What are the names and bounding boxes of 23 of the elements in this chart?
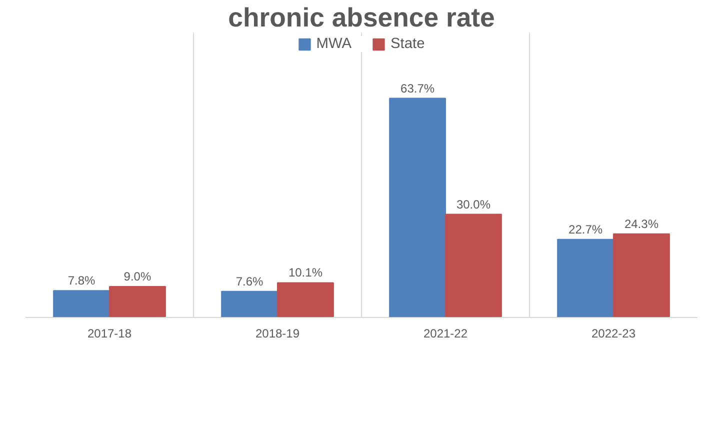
x-tick-label: 2022-23 [591,326,636,340]
bar [445,214,502,318]
chart-title: chronic absence rate [228,2,495,32]
bar [613,233,670,318]
data-label: 22.7% [568,222,603,236]
bar [557,238,614,318]
bar [277,282,334,318]
bar [53,290,110,318]
data-label: 30.0% [456,197,491,212]
x-tick-label: 2021-22 [423,326,468,340]
data-label: 7.8% [68,274,96,288]
x-tick-label: 2018-19 [255,326,300,340]
legend-label: State [390,36,425,52]
bar [221,290,278,318]
data-label: 24.3% [624,216,659,231]
legend-label: MWA [316,36,352,52]
bar [389,98,446,318]
data-label: 63.7% [400,81,435,96]
data-label: 9.0% [124,270,152,284]
data-label: 7.6% [236,274,264,288]
data-label: 10.1% [288,266,323,280]
bar [109,286,166,318]
x-tick-label: 2017-18 [87,326,132,340]
